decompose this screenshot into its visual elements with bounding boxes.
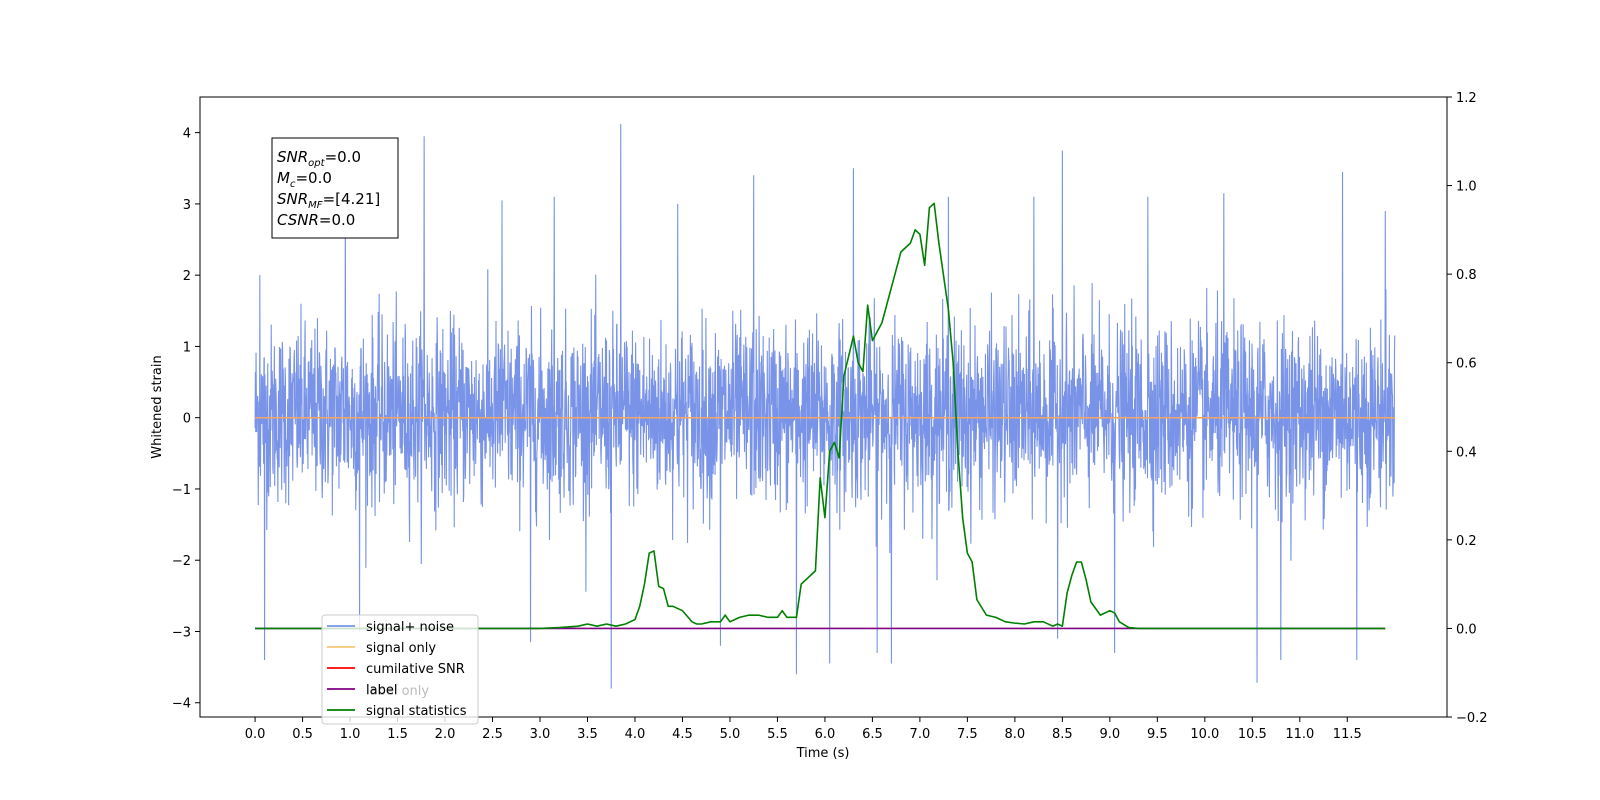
y-tick-label: −1 bbox=[172, 483, 191, 498]
y2-tick-label: 0.0 bbox=[1456, 622, 1477, 637]
annotation-symbol: CSNR bbox=[277, 211, 319, 229]
y-tick-label: 4 bbox=[183, 127, 191, 142]
y-axis-label: Whitened strain bbox=[150, 355, 165, 458]
x-tick-label: 10.0 bbox=[1190, 727, 1219, 742]
y-axis-right: −0.2 0.0 0.2 0.4 0.6 0.8 1.0 1.2 bbox=[1447, 91, 1488, 726]
x-tick-label: 8.5 bbox=[1052, 727, 1073, 742]
x-tick-label: 11.0 bbox=[1285, 727, 1314, 742]
y-axis-left: −4 −3 −2 −1 0 1 2 3 4 bbox=[172, 127, 200, 712]
x-tick-label: 1.5 bbox=[387, 727, 408, 742]
stats-annotation-frame bbox=[271, 137, 399, 239]
x-tick-label: 6.5 bbox=[862, 727, 883, 742]
x-tick-label: 11.5 bbox=[1333, 727, 1362, 742]
annotation-value: =0.0 bbox=[319, 211, 355, 229]
legend-label: signal statistics bbox=[366, 704, 467, 719]
series-signal-plus-noise-line bbox=[254, 124, 1396, 689]
axes-frame bbox=[199, 96, 1448, 718]
legend-label: signal only bbox=[366, 641, 436, 656]
y2-tick-label: 0.2 bbox=[1456, 534, 1477, 549]
legend: label only signal+ noise signal only cumila… bbox=[321, 614, 479, 725]
x-tick-label: 7.5 bbox=[957, 727, 978, 742]
y-tick-label: 2 bbox=[183, 269, 191, 284]
legend-hidden-label: label only bbox=[366, 684, 429, 699]
y-tick-label: −4 bbox=[172, 697, 191, 712]
x-axis-label: Time (s) bbox=[796, 746, 850, 761]
x-tick-label: 0.0 bbox=[245, 727, 266, 742]
y2-tick-label: 1.0 bbox=[1456, 180, 1477, 195]
y-tick-label: −3 bbox=[172, 625, 191, 640]
x-tick-label: 4.0 bbox=[625, 727, 646, 742]
annotation-line: Mc=0.0 bbox=[277, 169, 332, 190]
annotation-value: =0.0 bbox=[295, 169, 331, 187]
x-tick-label: 7.0 bbox=[910, 727, 931, 742]
series-signal-statistics-line bbox=[255, 202, 1386, 630]
annotation-subscript: opt bbox=[308, 158, 325, 169]
x-tick-label: 3.5 bbox=[577, 727, 598, 742]
x-tick-label: 9.5 bbox=[1147, 727, 1168, 742]
y2-tick-label: 0.8 bbox=[1456, 268, 1477, 283]
legend-label: cumilative SNR bbox=[366, 662, 465, 677]
legend-label: signal+ noise bbox=[366, 620, 454, 635]
annotation-value: =[4.21] bbox=[323, 190, 381, 208]
y-tick-label: 1 bbox=[183, 340, 191, 355]
x-tick-label: 2.0 bbox=[435, 727, 456, 742]
x-tick-label: 3.0 bbox=[530, 727, 551, 742]
annotation-subscript: c bbox=[290, 179, 296, 190]
x-tick-label: 1.0 bbox=[340, 727, 361, 742]
annotation-symbol: SNR bbox=[277, 190, 308, 208]
annotation-subscript: MF bbox=[308, 200, 323, 211]
y-tick-label: −2 bbox=[172, 554, 191, 569]
x-tick-label: 8.0 bbox=[1005, 727, 1026, 742]
x-tick-label: 4.5 bbox=[672, 727, 693, 742]
x-tick-label: 9.0 bbox=[1100, 727, 1121, 742]
annotation-symbol: SNR bbox=[277, 148, 308, 166]
y2-tick-label: 1.2 bbox=[1456, 91, 1477, 106]
y2-tick-label: 0.6 bbox=[1456, 357, 1477, 372]
y-tick-label: 3 bbox=[183, 198, 191, 213]
x-tick-label: 5.0 bbox=[720, 727, 741, 742]
legend-frame bbox=[321, 614, 479, 725]
x-tick-label: 10.5 bbox=[1238, 727, 1267, 742]
annotation-line: SNRopt=0.0 bbox=[277, 148, 361, 169]
x-tick-label: 0.5 bbox=[292, 727, 313, 742]
annotation-symbol: M bbox=[277, 169, 290, 187]
annotation-line: CSNR=0.0 bbox=[277, 211, 355, 229]
x-tick-label: 2.5 bbox=[482, 727, 503, 742]
x-axis: 0.0 0.5 1.0 1.5 2.0 2.5 3.0 3.5 4.0 4.5 5.0 5.5 6.0 6… bbox=[245, 717, 1362, 742]
annotation-line: SNRMF=[4.21] bbox=[277, 190, 380, 211]
y2-tick-label: 0.4 bbox=[1456, 445, 1477, 460]
y-tick-label: 0 bbox=[183, 412, 191, 427]
x-tick-label: 6.0 bbox=[815, 727, 836, 742]
annotation-value: =0.0 bbox=[325, 148, 361, 166]
x-tick-label: 5.5 bbox=[767, 727, 788, 742]
y2-tick-label: −0.2 bbox=[1456, 711, 1488, 726]
legend-label: label bbox=[366, 683, 397, 698]
